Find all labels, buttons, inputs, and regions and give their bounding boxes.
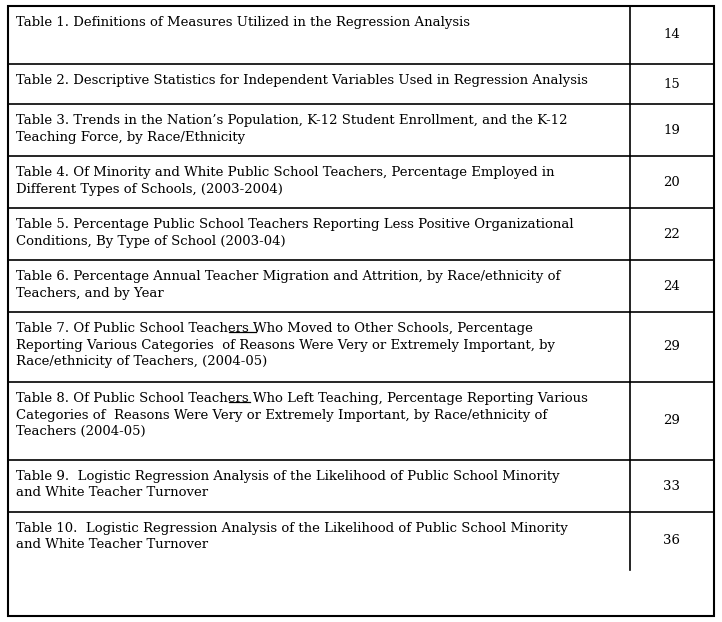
Text: 22: 22: [664, 228, 680, 241]
Text: 29: 29: [664, 340, 680, 353]
Text: 29: 29: [664, 414, 680, 427]
Text: 24: 24: [664, 279, 680, 292]
Text: 20: 20: [664, 175, 680, 188]
Text: 36: 36: [664, 534, 681, 547]
Text: Table 10.  Logistic Regression Analysis of the Likelihood of Public School Minor: Table 10. Logistic Regression Analysis o…: [16, 522, 568, 552]
Text: Table 1. Definitions of Measures Utilized in the Regression Analysis: Table 1. Definitions of Measures Utilize…: [16, 16, 470, 29]
Text: Table 2. Descriptive Statistics for Independent Variables Used in Regression Ana: Table 2. Descriptive Statistics for Inde…: [16, 74, 588, 87]
Text: 15: 15: [664, 78, 680, 90]
Text: Table 3. Trends in the Nation’s Population, K-12 Student Enrollment, and the K-1: Table 3. Trends in the Nation’s Populati…: [16, 114, 567, 144]
Text: Table 5. Percentage Public School Teachers Reporting Less Positive Organizationa: Table 5. Percentage Public School Teache…: [16, 218, 573, 248]
Text: Table 4. Of Minority and White Public School Teachers, Percentage Employed in
Di: Table 4. Of Minority and White Public Sc…: [16, 166, 554, 195]
Text: Table 8. Of Public School Teachers Who Left Teaching, Percentage Reporting Vario: Table 8. Of Public School Teachers Who L…: [16, 392, 588, 438]
Text: Table 9.  Logistic Regression Analysis of the Likelihood of Public School Minori: Table 9. Logistic Regression Analysis of…: [16, 470, 560, 499]
Text: 33: 33: [664, 480, 681, 493]
Text: Table 7. Of Public School Teachers Who Moved to Other Schools, Percentage
Report: Table 7. Of Public School Teachers Who M…: [16, 322, 555, 368]
Text: 14: 14: [664, 29, 680, 42]
Text: Table 6. Percentage Annual Teacher Migration and Attrition, by Race/ethnicity of: Table 6. Percentage Annual Teacher Migra…: [16, 270, 560, 300]
Text: 19: 19: [664, 124, 680, 136]
